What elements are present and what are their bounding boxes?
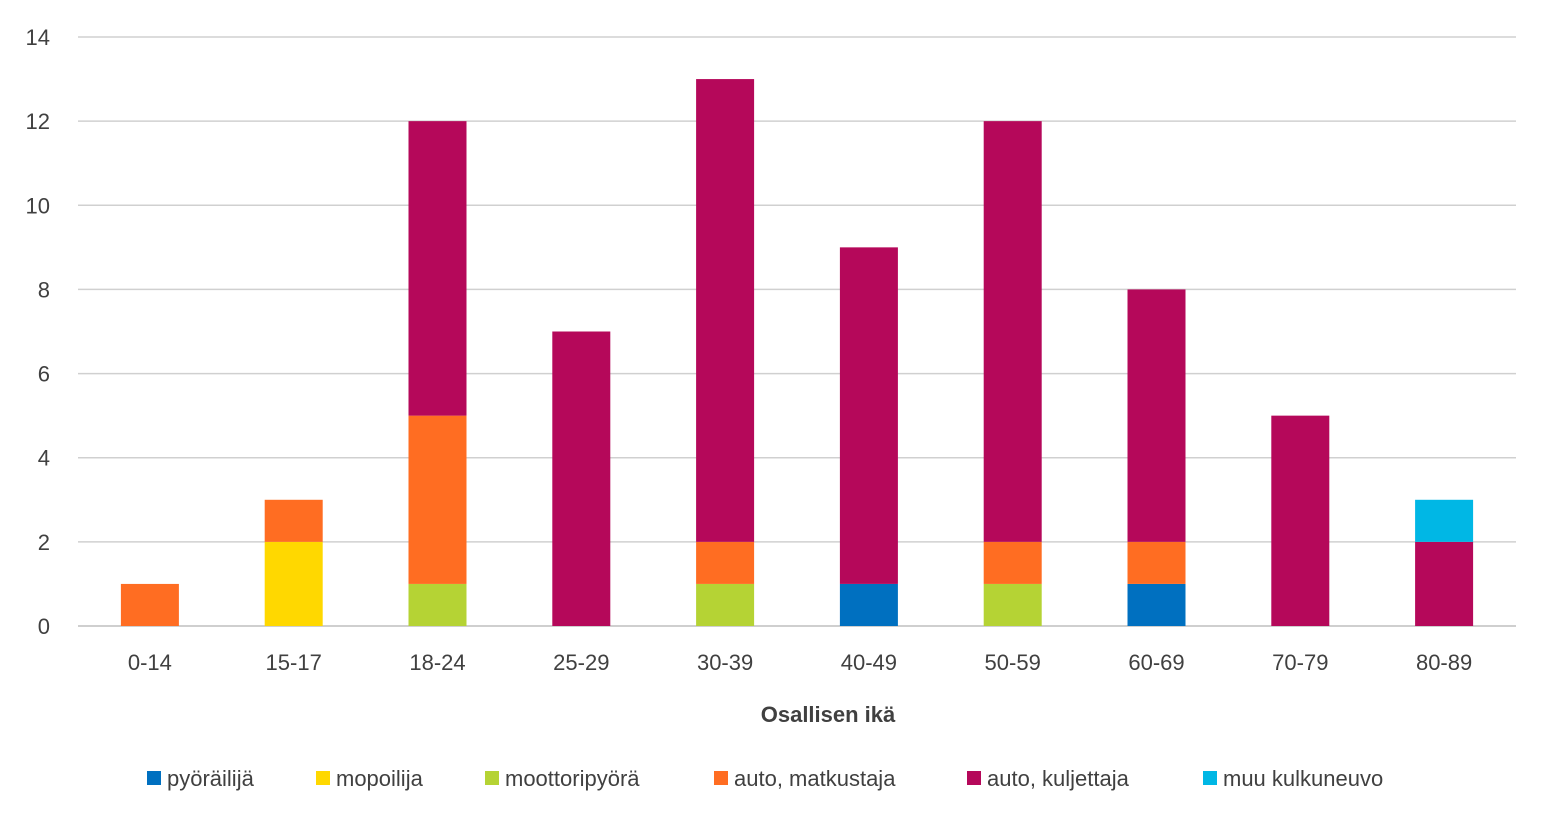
legend-item: pyöräilijä — [147, 766, 255, 791]
legend-item: moottoripyörä — [485, 766, 640, 791]
y-tick-label: 0 — [38, 614, 50, 639]
bar-segment — [408, 415, 467, 584]
legend-swatch — [147, 771, 161, 785]
y-tick-label: 10 — [26, 193, 50, 218]
y-tick-label: 14 — [26, 25, 50, 50]
legend: pyöräilijä mopoilija moottoripyörä auto, ma… — [147, 766, 1383, 791]
y-tick-label: 4 — [38, 446, 50, 471]
bar-segment — [1127, 583, 1186, 626]
bar-segment — [408, 583, 467, 626]
bar-segment — [1415, 541, 1474, 626]
x-tick-label: 15-17 — [266, 650, 322, 675]
y-tick-label: 12 — [26, 109, 50, 134]
x-tick-label: 70-79 — [1272, 650, 1328, 675]
legend-label: auto, kuljettaja — [987, 766, 1130, 791]
x-tick-label: 40-49 — [841, 650, 897, 675]
x-tick-label: 18-24 — [409, 650, 465, 675]
legend-label: auto, matkustaja — [734, 766, 896, 791]
bar-segment — [839, 583, 898, 626]
x-axis-title: Osallisen ikä — [761, 702, 896, 727]
legend-swatch — [485, 771, 499, 785]
legend-item: auto, matkustaja — [714, 766, 896, 791]
x-tick-label: 0-14 — [128, 650, 172, 675]
bars — [120, 79, 1474, 626]
x-tick-label: 25-29 — [553, 650, 609, 675]
y-tick-label: 8 — [38, 277, 50, 302]
legend-label: muu kulkuneuvo — [1223, 766, 1383, 791]
x-tick-label: 50-59 — [985, 650, 1041, 675]
bar-segment — [983, 121, 1042, 542]
legend-label: mopoilija — [336, 766, 424, 791]
bar-segment — [696, 79, 755, 542]
bar-segment — [1127, 541, 1186, 584]
x-tick-label: 60-69 — [1128, 650, 1184, 675]
legend-swatch — [967, 771, 981, 785]
y-tick-label: 6 — [38, 362, 50, 387]
legend-swatch — [316, 771, 330, 785]
legend-label: moottoripyörä — [505, 766, 640, 791]
legend-label: pyöräilijä — [167, 766, 255, 791]
bar-segment — [408, 121, 467, 416]
legend-item: mopoilija — [316, 766, 424, 791]
legend-item: auto, kuljettaja — [967, 766, 1130, 791]
legend-item: muu kulkuneuvo — [1203, 766, 1383, 791]
legend-swatch — [1203, 771, 1217, 785]
y-tick-label: 2 — [38, 530, 50, 555]
bar-segment — [983, 541, 1042, 584]
bar-segment — [552, 331, 611, 626]
x-tick-label: 30-39 — [697, 650, 753, 675]
bar-segment — [120, 583, 179, 626]
x-tick-label: 80-89 — [1416, 650, 1472, 675]
x-axis-ticks: 0-14 15-17 18-24 25-29 30-39 40-49 50-59 60-69 7… — [128, 650, 1472, 675]
bar-segment — [1127, 289, 1186, 542]
bar-segment — [696, 541, 755, 584]
bar-segment — [696, 583, 755, 626]
bar-segment — [983, 583, 1042, 626]
bar-segment — [264, 499, 323, 542]
bar-segment — [1271, 415, 1330, 626]
bar-segment — [264, 541, 323, 626]
legend-swatch — [714, 771, 728, 785]
bar-segment — [1415, 499, 1474, 542]
y-axis-ticks: 0 2 4 6 8 10 12 14 — [26, 25, 50, 639]
bar-segment — [839, 247, 898, 584]
